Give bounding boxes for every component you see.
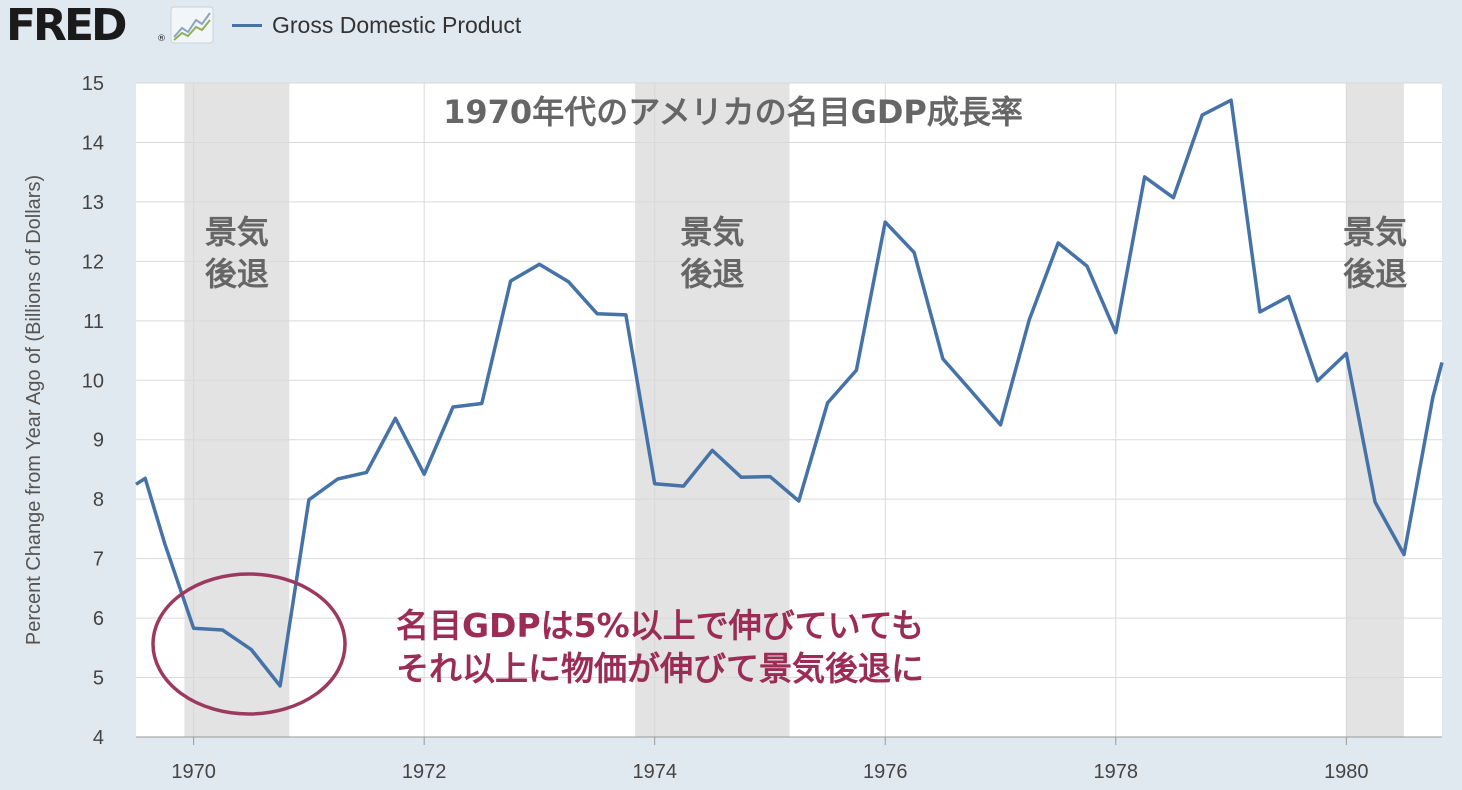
y-tick-label: 11 bbox=[83, 311, 104, 333]
legend-swatch bbox=[232, 23, 262, 27]
recession-bands bbox=[184, 83, 1404, 737]
y-tick-label: 12 bbox=[82, 251, 104, 273]
recession-label-line2: 後退 bbox=[1343, 255, 1407, 293]
recession-label-line1: 景気 bbox=[205, 213, 269, 251]
recession-band bbox=[635, 83, 790, 737]
highlight-ellipse bbox=[151, 572, 347, 716]
recession-label-line2: 後退 bbox=[680, 255, 744, 293]
header: FRED ® Gross Domestic Product bbox=[0, 0, 1462, 60]
recession-label-line1: 景気 bbox=[1343, 213, 1407, 251]
y-tick-label: 8 bbox=[93, 489, 104, 511]
recession-label-line1: 景気 bbox=[680, 213, 744, 251]
recession-band bbox=[1346, 83, 1404, 737]
annotations: 景気後退 景気後退 景気後退 bbox=[205, 213, 1407, 293]
x-tick-label: 1978 bbox=[1094, 761, 1139, 783]
legend-label: Gross Domestic Product bbox=[272, 11, 522, 38]
recession-label-line2: 後退 bbox=[205, 255, 269, 293]
y-tick-label: 13 bbox=[82, 192, 104, 214]
y-tick-label: 10 bbox=[82, 370, 104, 392]
fred-line-chart-icon bbox=[170, 6, 214, 44]
x-tick-label: 1974 bbox=[632, 761, 677, 783]
y-tick-label: 9 bbox=[93, 430, 104, 452]
y-tick-label: 6 bbox=[93, 608, 104, 630]
y-tick-label: 7 bbox=[93, 549, 104, 571]
fred-logo[interactable]: FRED bbox=[6, 0, 128, 51]
note-line-1: 名目GDPは5%以上で伸びていても bbox=[396, 606, 924, 645]
x-tick-label: 1976 bbox=[863, 761, 908, 783]
y-axis-label: Percent Change from Year Ago of (Billion… bbox=[23, 175, 45, 645]
series-line-gdp bbox=[135, 98, 1444, 688]
chart-title: 1970年代のアメリカの名目GDP成長率 bbox=[443, 93, 1023, 131]
logo-registered-mark: ® bbox=[157, 34, 166, 44]
x-tick-label: 1972 bbox=[402, 761, 447, 783]
y-tick-label: 15 bbox=[82, 73, 104, 95]
y-tick-label: 4 bbox=[93, 727, 104, 749]
axis-ticks: 4 5 6 7 8 9 10 11 12 13 14 15 1970 1972 1974 1976 1978 19… bbox=[82, 73, 1369, 783]
legend[interactable]: Gross Domestic Product bbox=[232, 10, 521, 40]
x-tick-label: 1970 bbox=[171, 761, 216, 783]
y-tick-label: 5 bbox=[93, 668, 104, 690]
y-tick-label: 14 bbox=[82, 132, 104, 154]
x-tick-label: 1980 bbox=[1324, 761, 1369, 783]
note-line-2: それ以上に物価が伸びて景気後退に bbox=[396, 649, 924, 688]
